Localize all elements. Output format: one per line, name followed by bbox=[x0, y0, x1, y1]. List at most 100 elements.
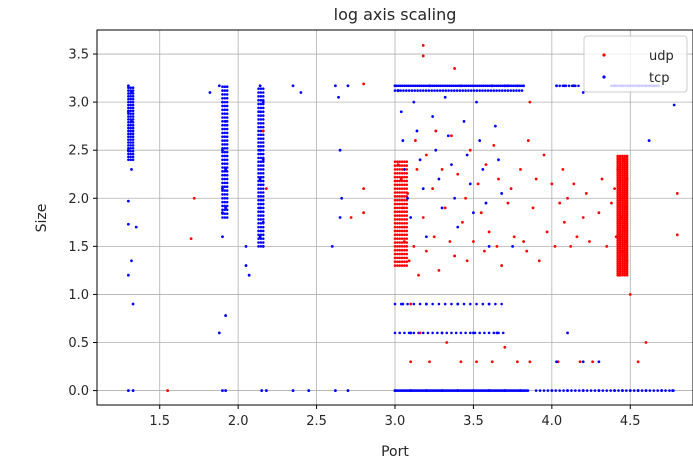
udp-point bbox=[610, 201, 613, 205]
tcp-point bbox=[224, 119, 228, 123]
udp-point bbox=[396, 225, 399, 229]
tcp-point bbox=[509, 89, 513, 92]
tcp-point bbox=[515, 89, 518, 92]
udp-point bbox=[405, 214, 409, 217]
tcp-point bbox=[512, 89, 515, 92]
tcp-point bbox=[506, 89, 510, 92]
y-tick-label: 0.0 bbox=[68, 384, 89, 399]
udp-point bbox=[464, 196, 467, 200]
tcp-point bbox=[467, 89, 470, 92]
tcp-point bbox=[261, 164, 265, 167]
udp-point bbox=[509, 187, 513, 191]
tcp-point bbox=[223, 100, 227, 104]
tcp-point bbox=[224, 168, 228, 171]
udp-point bbox=[616, 266, 620, 269]
udp-point bbox=[628, 293, 632, 296]
udp-point bbox=[623, 189, 627, 192]
udp-point bbox=[396, 175, 399, 179]
tcp-point bbox=[257, 218, 260, 221]
udp-point bbox=[398, 198, 402, 202]
udp-point bbox=[623, 166, 627, 169]
tcp-point bbox=[221, 216, 224, 219]
tcp-point bbox=[446, 134, 450, 138]
udp-point bbox=[545, 230, 549, 234]
udp-point bbox=[625, 218, 629, 221]
tcp-point bbox=[225, 173, 229, 177]
udp-point bbox=[405, 218, 409, 221]
udp-point bbox=[621, 237, 624, 240]
udp-point bbox=[528, 100, 532, 104]
udp-point bbox=[613, 187, 616, 191]
udp-point bbox=[675, 192, 679, 195]
tcp-point bbox=[131, 389, 135, 392]
tcp-point bbox=[259, 214, 263, 217]
udp-point bbox=[403, 237, 406, 240]
tcp-point bbox=[225, 116, 229, 119]
udp-point bbox=[396, 237, 399, 240]
udp-point bbox=[621, 175, 624, 179]
tcp-point bbox=[656, 389, 660, 392]
tcp-point bbox=[127, 126, 130, 130]
udp-point bbox=[403, 229, 406, 233]
udp-point bbox=[618, 210, 622, 214]
udp-point bbox=[675, 233, 679, 237]
tcp-point bbox=[490, 84, 494, 88]
tcp-point bbox=[416, 84, 419, 88]
tcp-point bbox=[225, 189, 229, 192]
tcp-point bbox=[259, 145, 263, 148]
udp-point bbox=[616, 166, 620, 169]
tcp-point bbox=[259, 152, 263, 156]
udp-point bbox=[393, 191, 397, 194]
tcp-point bbox=[221, 108, 224, 112]
tcp-point bbox=[464, 89, 467, 92]
udp-point bbox=[623, 185, 627, 189]
y-tick-label: 1.0 bbox=[68, 288, 89, 303]
udp-point bbox=[618, 198, 622, 202]
udp-point bbox=[621, 245, 624, 248]
udp-point bbox=[623, 214, 627, 217]
udp-point bbox=[621, 218, 624, 221]
udp-point bbox=[616, 195, 620, 198]
tcp-point bbox=[261, 137, 265, 140]
udp-point bbox=[401, 206, 405, 210]
udp-point bbox=[616, 185, 620, 189]
tcp-point bbox=[257, 183, 260, 187]
udp-point bbox=[621, 156, 624, 160]
tcp-point bbox=[225, 104, 229, 108]
udp-point bbox=[625, 231, 629, 235]
udp-point bbox=[625, 170, 629, 173]
udp-point bbox=[621, 181, 624, 185]
tcp-point bbox=[401, 139, 405, 142]
udp-point bbox=[456, 172, 460, 176]
tcp-point bbox=[447, 89, 450, 92]
tcp-point bbox=[526, 389, 530, 392]
udp-point bbox=[621, 198, 624, 202]
udp-point bbox=[490, 360, 494, 364]
udp-point bbox=[618, 158, 622, 162]
udp-point bbox=[625, 193, 629, 196]
udp-point bbox=[398, 179, 402, 183]
udp-point bbox=[393, 164, 397, 167]
tcp-point bbox=[259, 225, 263, 229]
tcp-point bbox=[562, 84, 566, 88]
udp-point bbox=[398, 252, 402, 256]
udp-point bbox=[621, 260, 624, 264]
tcp-point bbox=[221, 158, 224, 162]
tcp-point bbox=[221, 93, 224, 96]
udp-point bbox=[618, 268, 622, 271]
tcp-point bbox=[420, 84, 423, 88]
y-tick-label: 3.0 bbox=[68, 96, 89, 111]
tcp-point bbox=[644, 389, 648, 392]
tcp-point bbox=[481, 302, 485, 306]
tcp-point bbox=[261, 156, 265, 160]
udp-point bbox=[622, 158, 626, 162]
udp-point bbox=[575, 235, 579, 239]
tcp-point bbox=[131, 146, 135, 150]
udp-point bbox=[625, 243, 629, 246]
y-tick-label: 1.5 bbox=[68, 240, 89, 255]
udp-point bbox=[618, 258, 622, 262]
tcp-point bbox=[221, 143, 224, 146]
udp-point bbox=[623, 273, 627, 277]
udp-point bbox=[400, 160, 404, 164]
udp-point bbox=[403, 240, 406, 243]
